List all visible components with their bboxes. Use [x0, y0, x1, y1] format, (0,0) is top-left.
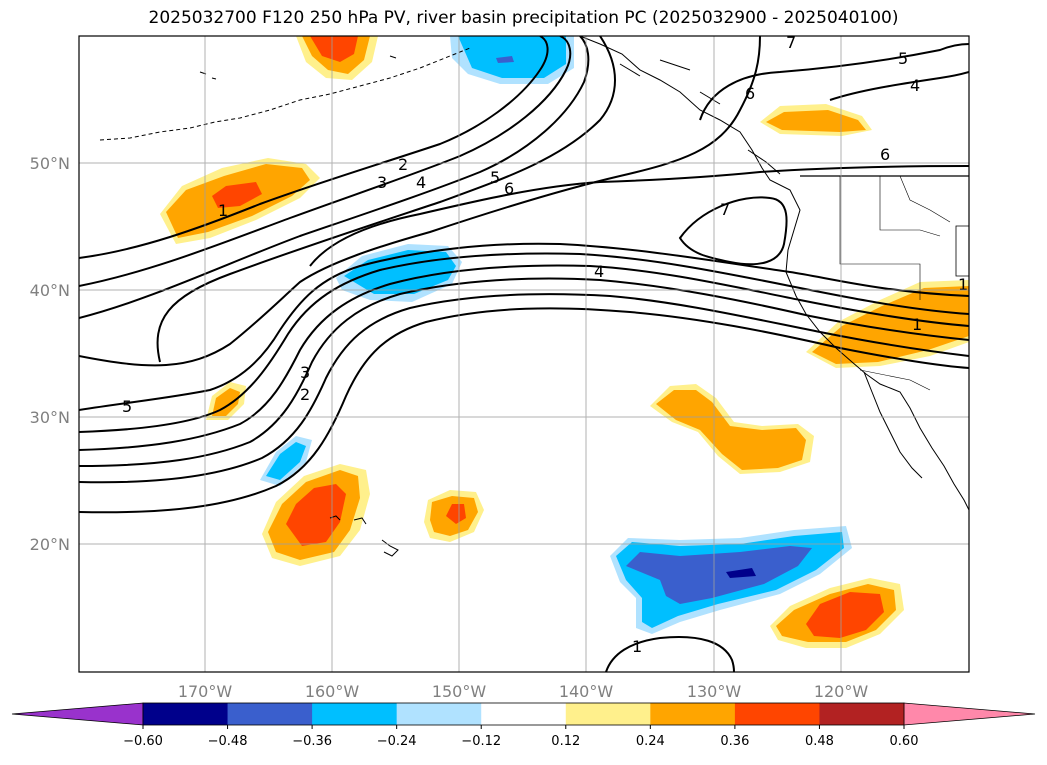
longitude-tick-label: 160°W: [305, 682, 360, 701]
pv-contour-layer: [79, 36, 969, 672]
colorbar-segment: [650, 703, 736, 725]
colorbar-tick-label: 0.48: [805, 734, 834, 749]
contour-label: 4: [910, 76, 920, 95]
contour-label: 5: [122, 397, 132, 416]
colorbar-tick-label: −0.12: [461, 734, 501, 749]
negative-anomaly-patch: [726, 568, 756, 578]
contour-label: 4: [416, 173, 426, 192]
contour-labels: 1 2 3 4 5 6 7 4 5 6 7 2 3 4 5 6 1 1 1: [122, 33, 968, 656]
colorbar-tick-label: 0.36: [720, 734, 749, 749]
positive-anomaly-patch: [286, 484, 346, 546]
contour-label: 5: [898, 49, 908, 68]
positive-anomaly-patch: [806, 592, 884, 638]
contour-label: 3: [300, 363, 310, 382]
longitude-tick-label: 140°W: [559, 682, 614, 701]
colorbar-segment: [312, 703, 398, 725]
contour-label: 2: [300, 385, 310, 404]
positive-anomaly-patch: [212, 182, 262, 208]
positive-anomaly-patch: [446, 504, 466, 524]
contour-label: 6: [880, 145, 890, 164]
latitude-tick-label: 20°N: [30, 535, 70, 554]
latitude-axis: 50°N 40°N 30°N 20°N: [30, 154, 70, 554]
colorbar-segment: [227, 703, 313, 725]
positive-anomaly-patch: [212, 388, 240, 416]
contour-label: 4: [594, 262, 604, 281]
negative-anomaly-patch: [266, 442, 306, 480]
negative-anomaly-patch: [626, 546, 812, 604]
colorbar-segment: [396, 703, 482, 725]
contour-label: 6: [745, 84, 755, 103]
latitude-tick-label: 50°N: [30, 154, 70, 173]
colorbar-segment: [819, 703, 905, 725]
contour-label: 3: [377, 173, 387, 192]
colorbar-tick-label: −0.60: [123, 734, 163, 749]
colorbar-extend-low: [11, 702, 144, 726]
contour-label: 5: [490, 168, 500, 187]
colorbar-tick-label: 0.24: [636, 734, 665, 749]
positive-anomaly-patch: [812, 286, 969, 364]
colorbar-tick-label: −0.36: [292, 734, 332, 749]
gridlines: [79, 36, 969, 672]
positive-anomaly-patch: [310, 36, 358, 62]
longitude-tick-label: 130°W: [687, 682, 742, 701]
colorbar: −0.60 −0.48 −0.36 −0.24 −0.12 0.12 0.24 0.36 0.4…: [11, 702, 1036, 749]
colorbar-extend-high: [903, 702, 1036, 726]
colorbar-frame: [142, 702, 905, 726]
colorbar-tick-label: 0.60: [890, 734, 919, 749]
latitude-tick-label: 40°N: [30, 281, 70, 300]
negative-anomaly-patch: [496, 56, 514, 63]
contour-label: 7: [786, 33, 796, 52]
map-frame: [78, 35, 970, 673]
contour-label: 1: [958, 275, 968, 294]
contour-label: 7: [720, 200, 730, 219]
contour-label: 2: [398, 155, 408, 174]
contour-label: 1: [912, 315, 922, 334]
latitude-tick-label: 30°N: [30, 408, 70, 427]
colorbar-segment: [143, 703, 229, 725]
colorbar-tick-label: −0.48: [208, 734, 248, 749]
colorbar-segment: [734, 703, 820, 725]
longitude-axis: 170°W 160°W 150°W 140°W 130°W 120°W: [178, 682, 869, 701]
colorbar-segment: [481, 703, 567, 725]
longitude-tick-label: 170°W: [178, 682, 233, 701]
longitude-tick-label: 120°W: [814, 682, 869, 701]
contour-label: 1: [218, 201, 228, 220]
colorbar-tick-label: 0.12: [551, 734, 580, 749]
coastline-layer: [99, 36, 969, 557]
contour-label: 1: [632, 637, 642, 656]
positive-anomaly-patch: [656, 390, 806, 470]
map-title: 2025032700 F120 250 hPa PV, river basin …: [148, 8, 899, 28]
longitude-tick-label: 150°W: [432, 682, 487, 701]
colorbar-segment: [565, 703, 651, 725]
contour-label: 6: [504, 179, 514, 198]
colorbar-tick-label: −0.24: [377, 734, 417, 749]
